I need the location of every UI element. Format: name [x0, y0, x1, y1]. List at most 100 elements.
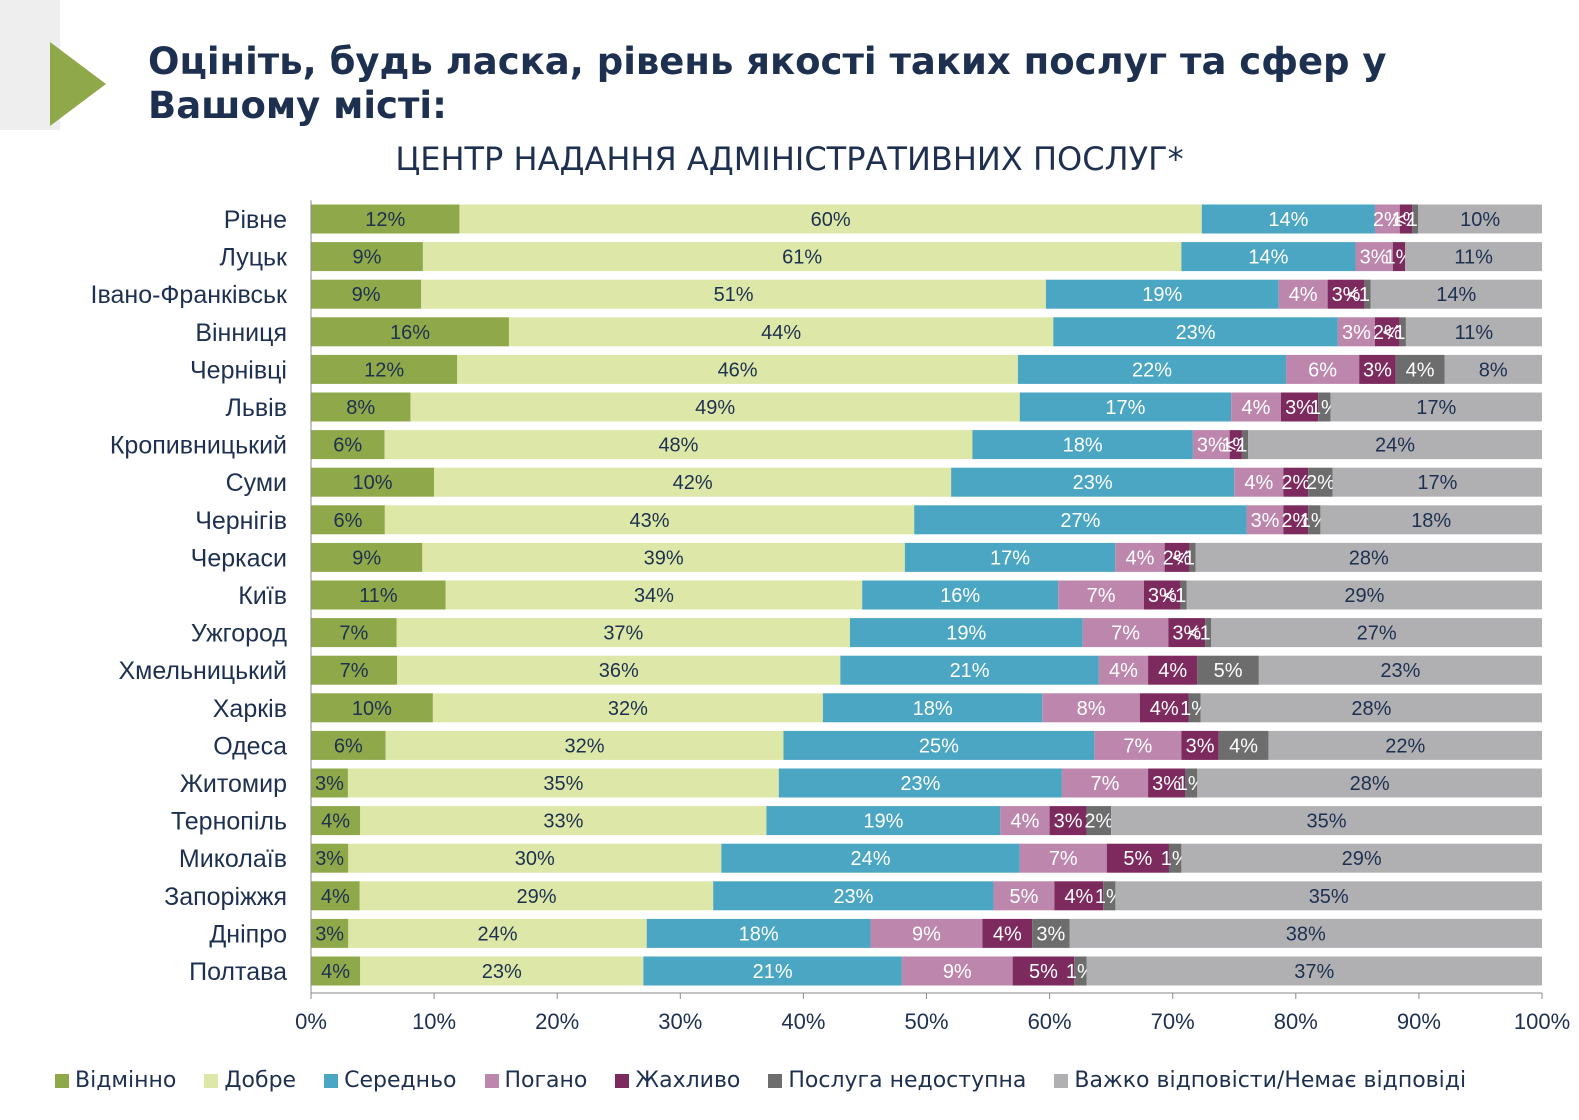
bar-segment	[904, 542, 1116, 572]
data-label: 25%	[919, 735, 959, 757]
bar-segment	[1058, 580, 1144, 610]
bar-segment	[1185, 768, 1198, 798]
data-label: 4%	[321, 961, 350, 983]
legend-swatch	[615, 1073, 630, 1088]
data-label: 8%	[1077, 698, 1106, 720]
data-label: 4%	[1158, 660, 1187, 682]
data-label: 27%	[1060, 510, 1100, 532]
bar-segment	[311, 580, 446, 610]
bar-segment	[1168, 618, 1206, 648]
bar-segment	[422, 542, 905, 572]
data-label: 5%	[1214, 660, 1243, 682]
bar-segment	[421, 279, 1046, 309]
bar-segment	[1181, 730, 1219, 760]
bar-segment	[1374, 204, 1400, 234]
data-label: 7%	[1111, 623, 1140, 645]
x-tick-label: 60%	[1028, 1009, 1072, 1034]
data-label: 9%	[352, 547, 381, 569]
x-tick-label: 70%	[1151, 1009, 1195, 1034]
data-label: 7%	[1049, 848, 1078, 870]
bar-segment	[1054, 881, 1104, 911]
bar-segment	[1405, 317, 1542, 347]
bar-segment	[311, 693, 433, 723]
bar-segment	[783, 730, 1095, 760]
data-label: 17%	[990, 547, 1030, 569]
bar-segment	[434, 467, 952, 497]
category-label: Полтава	[189, 958, 287, 986]
category-label: Дніпро	[209, 920, 287, 948]
data-label: 35%	[543, 773, 583, 795]
bar-segment	[1364, 279, 1371, 309]
bar-segment	[1246, 505, 1284, 535]
data-label: 3%	[1186, 735, 1215, 757]
data-label: 23%	[833, 886, 873, 908]
bar-segment	[1218, 730, 1269, 760]
bar-segment	[311, 242, 423, 272]
bar-segment	[721, 843, 1020, 873]
bar-segment	[778, 768, 1062, 798]
bar-segment	[1181, 843, 1542, 873]
bar-segment	[1201, 204, 1375, 234]
category-label: Рівне	[224, 206, 287, 234]
bar-segment	[1392, 242, 1406, 272]
bar-segment	[1115, 542, 1165, 572]
bar-segment	[1418, 204, 1542, 234]
bar-segment	[311, 956, 361, 986]
category-label: Вінниця	[195, 319, 287, 347]
data-label: 3%	[1285, 397, 1314, 419]
data-label: 6%	[1308, 359, 1337, 381]
bar-segment	[311, 354, 458, 384]
data-label: 24%	[477, 923, 517, 945]
data-label: 9%	[912, 923, 941, 945]
bar-segment	[1106, 843, 1169, 873]
bar-segment	[901, 956, 1013, 986]
bar-segment	[1399, 204, 1413, 234]
bar-segment	[359, 881, 714, 911]
bar-segment	[1318, 392, 1331, 422]
bar-segment	[1098, 655, 1149, 685]
bar-segment	[1248, 430, 1542, 460]
bar-segment	[311, 655, 398, 685]
bar-segment	[1337, 317, 1375, 347]
bar-segment	[1168, 843, 1182, 873]
data-label: 29%	[1342, 848, 1382, 870]
bar-segment	[384, 430, 973, 460]
bar-segment	[1205, 618, 1212, 648]
data-label: 4%	[1109, 660, 1138, 682]
bar-segment	[870, 918, 983, 948]
bar-segment	[1395, 354, 1445, 384]
data-label: 38%	[1286, 923, 1326, 945]
legend-label: Жахливо	[635, 1068, 741, 1093]
data-label: 2%	[1306, 472, 1335, 494]
bar-segment	[713, 881, 994, 911]
bar-segment	[1019, 392, 1232, 422]
data-label: 3%	[315, 923, 344, 945]
bar-segment	[1359, 354, 1396, 384]
bar-segment	[1278, 279, 1328, 309]
bar-segment	[646, 918, 871, 948]
bar-segment	[1143, 580, 1181, 610]
data-label: 2%	[1373, 209, 1402, 231]
bar-segment	[311, 279, 422, 309]
data-label: 2%	[1281, 472, 1310, 494]
x-tick-label: 0%	[295, 1009, 327, 1034]
data-label: 3%	[1251, 510, 1280, 532]
data-label: 2%	[1281, 510, 1310, 532]
chart-title: ЦЕНТР НАДАННЯ АДМІНІСТРАТИВНИХ ПОСЛУГ*	[395, 140, 1184, 178]
bar-segment	[1280, 392, 1319, 422]
category-label: Київ	[238, 582, 287, 610]
data-label: 48%	[658, 435, 698, 457]
bar-segment	[1053, 317, 1338, 347]
data-label: 4%	[1229, 735, 1258, 757]
x-tick-label: 50%	[904, 1009, 948, 1034]
bar-segment	[1258, 655, 1542, 685]
bar-segment	[311, 881, 360, 911]
data-label: 34%	[634, 585, 674, 607]
bar-segment	[1200, 693, 1542, 723]
data-label: 3%	[1332, 284, 1361, 306]
data-label: 19%	[863, 811, 903, 833]
data-label: 28%	[1350, 773, 1390, 795]
bar-segment	[1197, 768, 1542, 798]
bar-segment	[1327, 279, 1365, 309]
data-label: 16%	[390, 322, 430, 344]
